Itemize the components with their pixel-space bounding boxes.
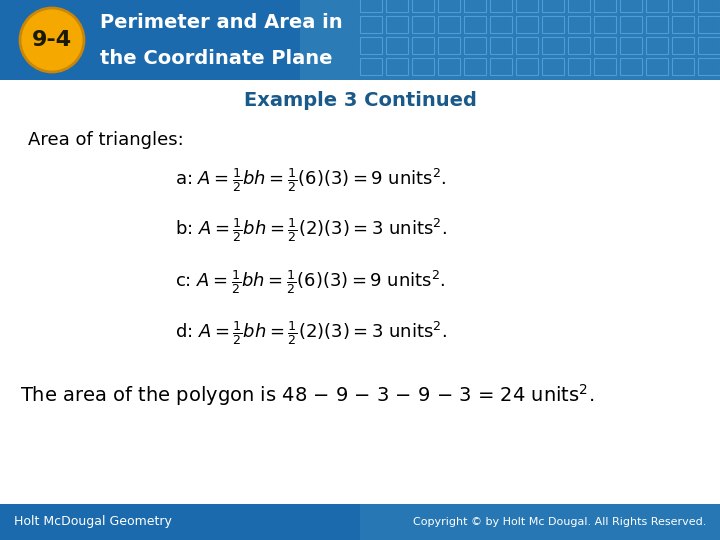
- Bar: [386, 58, 408, 75]
- Text: Example 3 Continued: Example 3 Continued: [243, 91, 477, 110]
- Bar: [412, 16, 434, 33]
- Bar: [594, 58, 616, 75]
- Bar: [300, 0, 720, 80]
- Bar: [490, 37, 512, 54]
- Bar: [0, 504, 720, 540]
- Bar: [464, 16, 486, 33]
- Bar: [490, 0, 512, 12]
- Bar: [412, 0, 434, 12]
- Bar: [464, 0, 486, 12]
- Bar: [542, 0, 564, 12]
- Bar: [464, 58, 486, 75]
- Bar: [698, 37, 720, 54]
- Bar: [646, 16, 668, 33]
- Bar: [516, 37, 538, 54]
- Bar: [594, 16, 616, 33]
- Bar: [386, 0, 408, 12]
- Bar: [698, 0, 720, 12]
- Bar: [360, 37, 382, 54]
- Bar: [646, 37, 668, 54]
- Bar: [516, 58, 538, 75]
- Bar: [360, 0, 382, 12]
- Bar: [412, 37, 434, 54]
- Bar: [438, 37, 460, 54]
- Bar: [672, 37, 694, 54]
- Circle shape: [20, 8, 84, 72]
- Bar: [672, 0, 694, 12]
- Text: d: $A = \frac{1}{2}bh = \frac{1}{2}(2)(3)=3$ units$^2$.: d: $A = \frac{1}{2}bh = \frac{1}{2}(2)(3…: [175, 319, 447, 347]
- Text: the Coordinate Plane: the Coordinate Plane: [100, 49, 333, 68]
- Bar: [542, 37, 564, 54]
- Bar: [490, 58, 512, 75]
- Bar: [620, 58, 642, 75]
- Bar: [360, 58, 382, 75]
- Bar: [438, 58, 460, 75]
- Bar: [646, 0, 668, 12]
- Bar: [490, 16, 512, 33]
- Bar: [698, 16, 720, 33]
- Bar: [568, 16, 590, 33]
- Bar: [0, 0, 720, 80]
- Text: 9-4: 9-4: [32, 30, 72, 50]
- Bar: [568, 58, 590, 75]
- Bar: [360, 16, 382, 33]
- Bar: [594, 37, 616, 54]
- Bar: [360, 504, 720, 540]
- Bar: [620, 0, 642, 12]
- Bar: [620, 16, 642, 33]
- Bar: [620, 37, 642, 54]
- Bar: [386, 37, 408, 54]
- Bar: [698, 58, 720, 75]
- Bar: [568, 37, 590, 54]
- Bar: [386, 16, 408, 33]
- Bar: [646, 58, 668, 75]
- Bar: [672, 16, 694, 33]
- Bar: [438, 0, 460, 12]
- Bar: [412, 58, 434, 75]
- Text: c: $A = \frac{1}{2}bh = \frac{1}{2}(6)(3)=9$ units$^2$.: c: $A = \frac{1}{2}bh = \frac{1}{2}(6)(3…: [175, 268, 446, 296]
- Text: a: $A = \frac{1}{2}bh = \frac{1}{2}(6)(3)=9$ units$^2$.: a: $A = \frac{1}{2}bh = \frac{1}{2}(6)(3…: [175, 166, 446, 194]
- Text: Area of triangles:: Area of triangles:: [28, 131, 184, 149]
- Bar: [672, 58, 694, 75]
- Bar: [464, 37, 486, 54]
- Bar: [516, 0, 538, 12]
- Bar: [594, 0, 616, 12]
- Text: The area of the polygon is 48 $-$ 9 $-$ 3 $-$ 9 $-$ 3 = 24 units$^2$.: The area of the polygon is 48 $-$ 9 $-$ …: [20, 382, 594, 408]
- Bar: [438, 16, 460, 33]
- Bar: [568, 0, 590, 12]
- Text: Perimeter and Area in: Perimeter and Area in: [100, 12, 343, 31]
- Text: Holt McDougal Geometry: Holt McDougal Geometry: [14, 516, 172, 529]
- Bar: [542, 16, 564, 33]
- Text: Copyright © by Holt Mc Dougal. All Rights Reserved.: Copyright © by Holt Mc Dougal. All Right…: [413, 517, 706, 527]
- Text: b: $A = \frac{1}{2}bh = \frac{1}{2}(2)(3)=3$ units$^2$.: b: $A = \frac{1}{2}bh = \frac{1}{2}(2)(3…: [175, 216, 447, 244]
- Bar: [542, 58, 564, 75]
- Bar: [516, 16, 538, 33]
